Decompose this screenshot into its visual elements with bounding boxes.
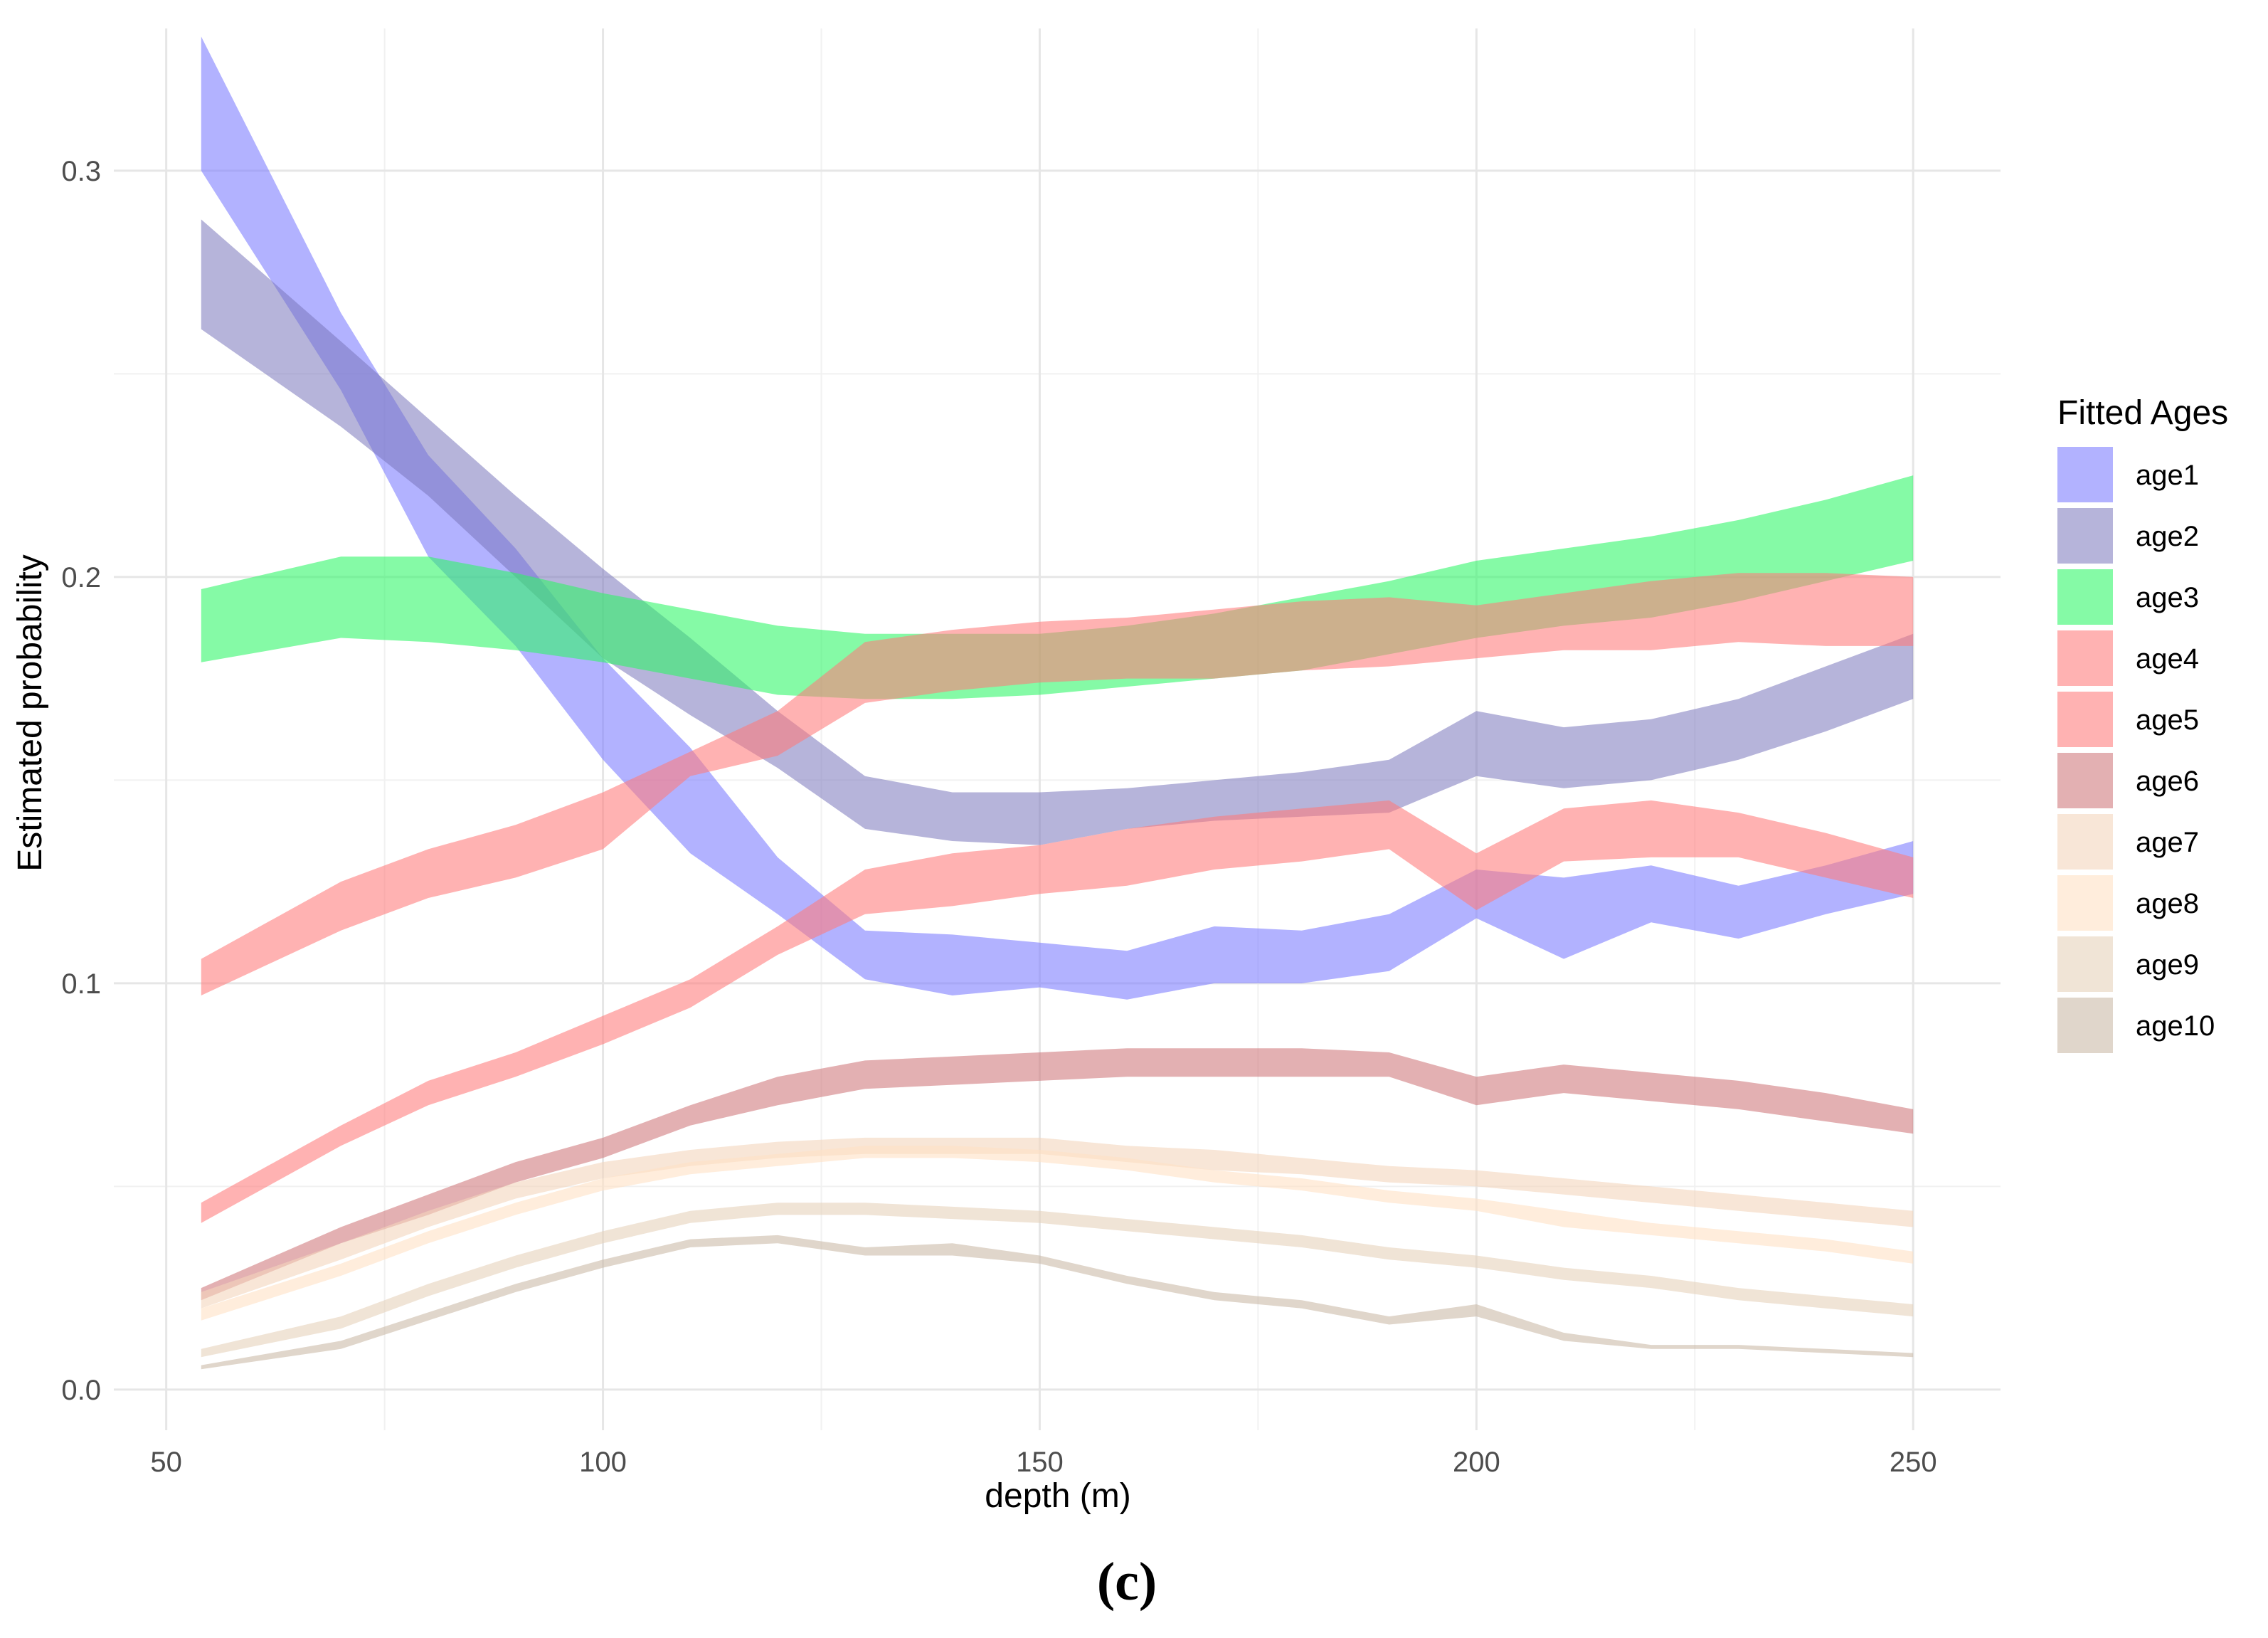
legend-swatch [2057,998,2113,1053]
series-band-age2 [201,219,1914,845]
series-band-age7 [201,1137,1914,1309]
x-tick-label: 150 [1016,1447,1064,1478]
legend-swatch [2057,692,2113,747]
x-axis-title: depth (m) [985,1477,1130,1515]
legend-label: age9 [2136,949,2199,981]
series-band-age10 [201,1235,1914,1370]
y-axis-title: Estimated probability [11,554,49,872]
legend-swatch [2057,936,2113,992]
legend-item-age10: age10 [2057,998,2215,1053]
legend-label: age5 [2136,704,2199,736]
legend-swatch [2057,569,2113,625]
x-tick-label: 100 [579,1447,627,1478]
y-tick-label: 0.0 [61,1375,101,1406]
series-band-age4 [201,573,1914,995]
legend-swatch [2057,753,2113,808]
legend-item-age2: age2 [2057,508,2199,564]
legend-label: age4 [2136,643,2199,675]
legend-item-age5: age5 [2057,692,2199,747]
y-tick-label: 0.3 [61,156,101,187]
legend-swatch [2057,814,2113,870]
series-band-age5 [201,800,1914,1223]
legend-item-age4: age4 [2057,630,2199,686]
legend-item-age1: age1 [2057,447,2199,502]
legend-swatch [2057,875,2113,931]
y-tick-label: 0.2 [61,562,101,593]
legend-item-age9: age9 [2057,936,2199,992]
legend-swatch [2057,447,2113,502]
series-band-age6 [201,1048,1914,1301]
legend-items: age1 age2 age3 age4 age5 age6 age7 age8 age9 age1… [2057,447,2215,1053]
legend-label: age7 [2136,827,2199,858]
legend-title: Fitted Ages [2057,394,2228,432]
legend-item-age6: age6 [2057,753,2199,808]
legend-item-age3: age3 [2057,569,2199,625]
tick-labels: 0.0 0.1 0.2 0.3 50 100 150 200 250 [61,156,1936,1478]
legend-label: age10 [2136,1010,2215,1042]
legend-swatch [2057,630,2113,686]
legend-label: age3 [2136,582,2199,613]
legend: Fitted Ages age1 age2 age3 age4 age5 age6 age7… [2057,394,2228,1053]
x-tick-label: 50 [150,1447,182,1478]
x-tick-label: 250 [1890,1447,1937,1478]
legend-label: age8 [2136,888,2199,919]
y-tick-label: 0.1 [61,968,101,1000]
series-bands [201,36,1914,1370]
legend-swatch [2057,508,2113,564]
x-tick-label: 200 [1453,1447,1500,1478]
series-band-age9 [201,1203,1914,1358]
legend-item-age8: age8 [2057,875,2199,931]
legend-label: age6 [2136,766,2199,797]
series-band-age3 [201,475,1914,699]
legend-item-age7: age7 [2057,814,2199,870]
legend-label: age2 [2136,521,2199,552]
legend-label: age1 [2136,460,2199,491]
figure-caption: (c) [1097,1552,1157,1612]
series-band-age1 [201,36,1914,1000]
